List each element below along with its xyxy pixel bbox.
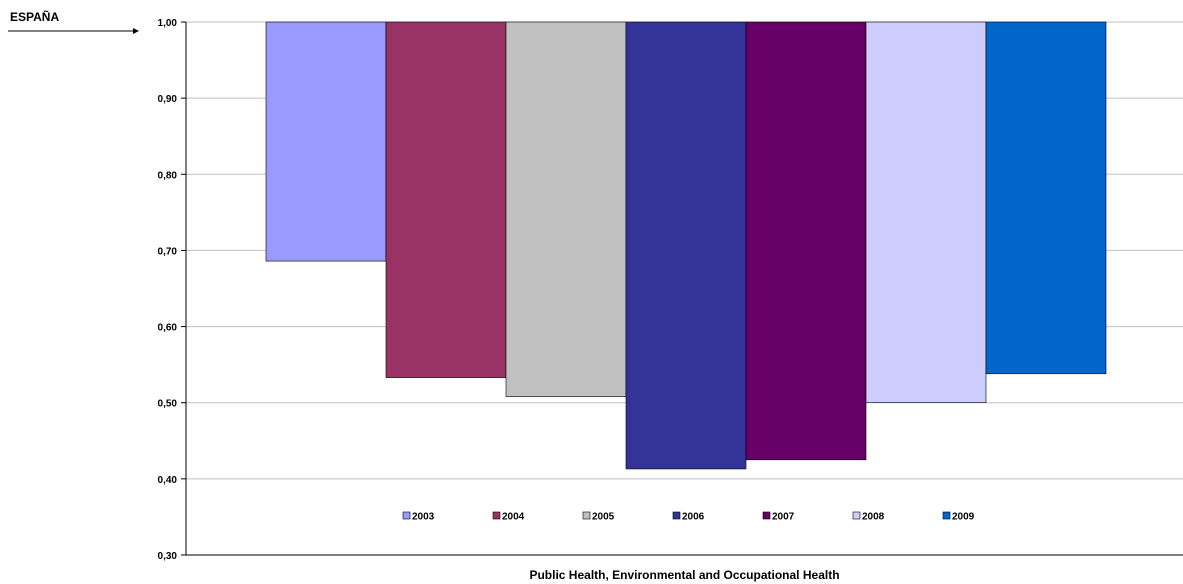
- annotation-arrowhead: [133, 28, 139, 34]
- legend-swatch-2003: [402, 511, 411, 520]
- bar-2007: [745, 21, 867, 461]
- bars: [265, 21, 1107, 470]
- legend-label: 2007: [772, 512, 795, 523]
- bar-2008: [865, 21, 987, 404]
- y-axis-ticks: 0,30 0,40 0,50 0,60 0,70 0,80 0,90 1,00: [158, 18, 186, 562]
- legend-label: 2003: [412, 512, 435, 523]
- bar-2006: [625, 21, 747, 470]
- y-tick-label: 0,80: [158, 170, 178, 181]
- legend-label: 2009: [952, 512, 975, 523]
- y-tick-label: 0,90: [158, 94, 178, 105]
- legend-label: 2006: [682, 512, 705, 523]
- bar-2005: [505, 21, 627, 397]
- legend-swatch-2008: [852, 511, 861, 520]
- y-tick-label: 0,30: [158, 551, 178, 562]
- legend: 2003 2004 2005 2006 2007 2008 2009: [402, 511, 975, 523]
- legend-label: 2008: [862, 512, 885, 523]
- y-tick-label: 0,60: [158, 323, 178, 334]
- bar-2004: [385, 21, 507, 378]
- y-tick-label: 1,00: [158, 18, 178, 29]
- y-tick-label: 0,70: [158, 246, 178, 257]
- legend-swatch-2004: [492, 511, 501, 520]
- y-tick-label: 0,40: [158, 475, 178, 486]
- legend-swatch-2007: [762, 511, 771, 520]
- legend-swatch-2005: [582, 511, 591, 520]
- country-annotation: ESPAÑA: [10, 10, 60, 24]
- y-tick-label: 0,50: [158, 399, 178, 410]
- bar-2003: [265, 21, 387, 262]
- legend-swatch-2009: [942, 511, 951, 520]
- legend-label: 2005: [592, 512, 615, 523]
- legend-label: 2004: [502, 512, 525, 523]
- legend-swatch-2006: [672, 511, 681, 520]
- x-axis-title: Public Health, Environmental and Occupat…: [529, 568, 839, 582]
- bar-2009: [985, 21, 1107, 375]
